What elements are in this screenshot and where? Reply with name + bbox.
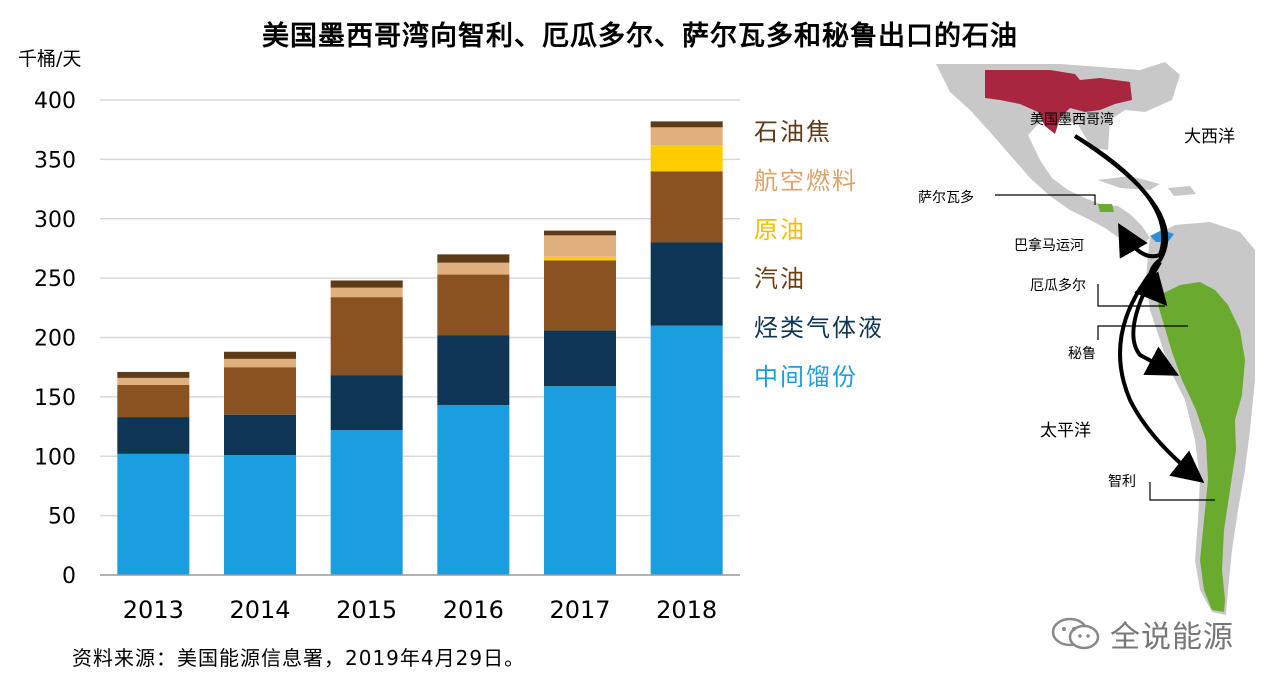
leader-line-ecuador [1097, 284, 1165, 307]
legend-item: 航空燃料 [754, 167, 858, 195]
bar-segment-2016-中间馏份 [437, 405, 510, 575]
leader-line-peru [1097, 325, 1188, 340]
legend: 石油焦航空燃料原油汽油烃类气体液中间馏份 [754, 112, 884, 406]
bar-segment-2016-航空燃料 [437, 262, 510, 275]
legend-item: 烃类气体液 [754, 314, 884, 342]
x-tick-label: 2018 [656, 596, 717, 624]
legend-item: 石油焦 [754, 118, 832, 146]
bar-segment-2017-原油 [544, 256, 616, 261]
north-america-land [936, 62, 1180, 246]
bar-segment-2015-石油焦 [330, 280, 403, 288]
bar-segment-2013-航空燃料 [117, 377, 190, 385]
map-label-ecuador: 厄瓜多尔 [1030, 277, 1086, 294]
bar-segment-2014-汽油 [224, 367, 296, 415]
bar-segment-2016-烃类气体液 [437, 335, 510, 406]
map-label-el-salvador: 萨尔瓦多 [918, 189, 974, 206]
bar-segment-2018-中间馏份 [650, 325, 723, 575]
route-arrow-to-chile [1118, 260, 1205, 483]
map-label-panama-canal: 巴拿马运河 [1014, 237, 1084, 254]
us-gulf-states [985, 70, 1132, 134]
bar-stacks [117, 121, 723, 575]
bar-segment-2014-航空燃料 [224, 358, 296, 368]
y-tick-label: 100 [34, 445, 76, 470]
bar-segment-2013-汽油 [117, 385, 190, 418]
watermark: 全说能源 [1050, 612, 1234, 656]
y-tick-label: 400 [34, 89, 76, 114]
bar-segment-2018-原油 [650, 145, 723, 172]
y-axis-ticks: 0 50 100 150 200 250 300 350 400 [34, 89, 76, 589]
bar-segment-2015-汽油 [330, 297, 403, 376]
y-tick-label: 250 [34, 267, 76, 292]
x-axis-ticks: 2013 2014 2015 2016 2017 2018 [123, 596, 717, 624]
map-label-chile: 智利 [1108, 474, 1136, 490]
hispaniola-land [1168, 186, 1196, 196]
route-arrow-to-peru [1131, 260, 1180, 376]
bar-segment-2017-汽油 [544, 260, 616, 331]
x-tick-label: 2015 [336, 596, 397, 624]
el-salvador-land [1098, 204, 1114, 212]
bar-segment-2016-石油焦 [437, 254, 510, 263]
x-tick-label: 2014 [229, 596, 290, 624]
bar-segment-2016-汽油 [437, 274, 510, 336]
x-tick-label: 2017 [549, 596, 610, 624]
x-tick-label: 2013 [123, 596, 184, 624]
legend-item: 汽油 [754, 265, 806, 293]
map-label-pacific: 太平洋 [1040, 421, 1091, 441]
bar-segment-2013-中间馏份 [117, 453, 190, 575]
chart-title: 美国墨西哥湾向智利、厄瓜多尔、萨尔瓦多和秘鲁出口的石油 [262, 21, 1018, 52]
bar-segment-2015-航空燃料 [330, 287, 403, 298]
y-tick-label: 150 [34, 386, 76, 411]
leader-line-el-salvador [995, 194, 1096, 205]
bar-segment-2015-中间馏份 [330, 430, 403, 575]
bar-segment-2018-石油焦 [650, 121, 723, 128]
y-tick-label: 300 [34, 208, 76, 233]
bar-segment-2014-中间馏份 [224, 455, 296, 575]
bar-segment-2015-烃类气体液 [330, 375, 403, 431]
bar-segment-2018-汽油 [650, 171, 723, 243]
leader-line-chile [1149, 482, 1215, 501]
bar-segment-2018-航空燃料 [650, 127, 723, 146]
legend-item: 原油 [754, 216, 806, 244]
bar-segment-2014-石油焦 [224, 351, 296, 359]
bar-segment-2013-烃类气体液 [117, 417, 190, 454]
map-label-atlantic: 大西洋 [1184, 127, 1235, 147]
source-note: 资料来源：美国能源信息署，2019年4月29日。 [72, 646, 526, 670]
bar-segment-2014-烃类气体液 [224, 414, 296, 456]
y-tick-label: 0 [62, 564, 76, 589]
bar-segment-2017-航空燃料 [544, 235, 616, 257]
cuba-land [1098, 176, 1160, 190]
watermark-text: 全说能源 [1110, 620, 1234, 655]
y-tick-label: 350 [34, 148, 76, 173]
bar-segment-2018-烃类气体液 [650, 242, 723, 326]
legend-item: 中间馏份 [754, 363, 858, 391]
map-label-us-gulf: 美国墨西哥湾 [1030, 111, 1114, 128]
x-tick-label: 2016 [443, 596, 504, 624]
y-axis-unit-label: 千桶/天 [18, 48, 82, 70]
map-label-peru: 秘鲁 [1068, 346, 1096, 362]
grid-lines [100, 99, 740, 517]
bar-segment-2017-中间馏份 [544, 386, 616, 575]
y-tick-label: 50 [48, 505, 76, 530]
bar-segment-2017-烃类气体液 [544, 330, 616, 387]
chat-bubbles-icon [1051, 617, 1100, 650]
bar-segment-2017-石油焦 [544, 230, 616, 236]
y-tick-label: 200 [34, 327, 76, 352]
bar-segment-2013-石油焦 [117, 371, 190, 378]
ecuador-peru-chile-land [1158, 282, 1245, 612]
